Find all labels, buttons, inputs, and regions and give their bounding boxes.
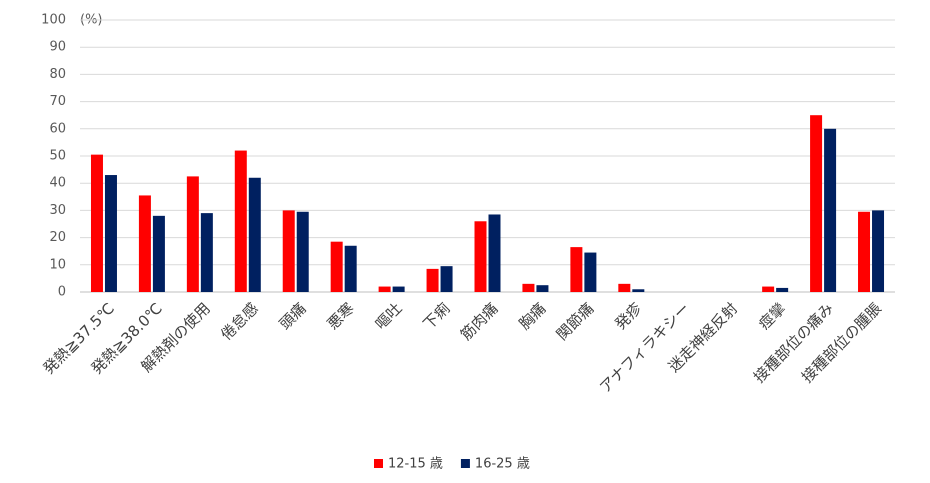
- bar: [810, 115, 823, 292]
- bar: [296, 211, 309, 292]
- bar: [200, 213, 213, 292]
- legend-swatch: [374, 459, 383, 468]
- x-tick-label: 下痢: [420, 299, 454, 333]
- legend-swatch: [460, 459, 470, 468]
- x-tick-label: 関節痛: [553, 299, 598, 344]
- y-tick-label: 30: [49, 203, 66, 218]
- bar: [104, 175, 117, 292]
- y-tick-label: 20: [49, 230, 66, 245]
- bar: [426, 268, 439, 292]
- bar: [138, 195, 151, 292]
- bar: [90, 154, 103, 292]
- y-tick-label: 60: [49, 121, 66, 136]
- bar: [584, 252, 597, 292]
- bar: [824, 128, 837, 292]
- bar: [378, 286, 391, 292]
- bar: [248, 177, 261, 292]
- x-tick-label: 痙攣: [755, 299, 789, 333]
- x-tick-label: 筋肉痛: [457, 299, 502, 344]
- bar: [872, 210, 885, 292]
- x-tick-label: 頭痛: [276, 299, 310, 333]
- bar: [440, 266, 453, 292]
- bar: [152, 215, 165, 292]
- y-tick-label: 50: [49, 149, 66, 164]
- bar: [488, 214, 501, 292]
- bar: [762, 286, 775, 292]
- y-tick-label: 70: [49, 94, 66, 109]
- y-tick-label: 0: [58, 285, 66, 300]
- bar: [536, 285, 549, 292]
- legend-label: 16-25 歳: [475, 457, 530, 472]
- bar: [632, 289, 645, 292]
- legend-label: 12-15 歳: [388, 457, 443, 472]
- bar: [522, 283, 535, 292]
- bar: [234, 150, 247, 292]
- bar: [618, 283, 631, 292]
- y-tick-label: 40: [49, 176, 66, 191]
- bar: [282, 210, 295, 292]
- y-tick-label: 80: [49, 67, 66, 82]
- bar: [474, 221, 487, 292]
- x-tick-label: 悪寒: [324, 299, 358, 333]
- x-tick-label: 倦怠感: [217, 299, 262, 344]
- x-tick-label: 発疹: [611, 299, 645, 333]
- bar: [392, 286, 405, 292]
- bar: [776, 287, 789, 292]
- x-tick-label: 嘔吐: [372, 299, 406, 333]
- bar: [858, 211, 871, 292]
- bar: [570, 247, 583, 292]
- bar: [344, 245, 357, 292]
- x-tick-label: 胸痛: [515, 299, 549, 333]
- bar: [330, 241, 343, 292]
- y-tick-label: 10: [49, 257, 66, 272]
- y-tick-label: 100: [41, 13, 66, 28]
- bar: [186, 176, 199, 292]
- y-tick-label: 90: [49, 40, 66, 55]
